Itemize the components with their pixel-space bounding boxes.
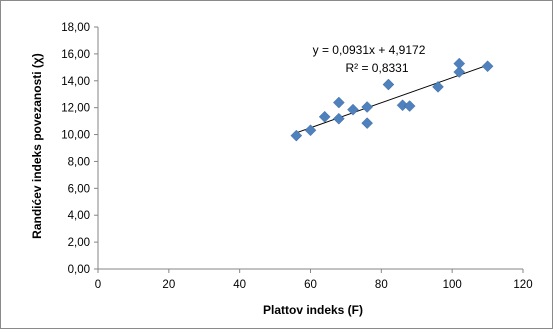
y-tick-label: 16,00 [61, 49, 90, 61]
y-tick-label: 18,00 [61, 22, 90, 34]
y-tick-label: 6,00 [68, 183, 90, 195]
x-tick-label: 40 [233, 279, 246, 291]
x-tick-label: 120 [513, 279, 532, 291]
data-point [332, 96, 345, 109]
data-point [347, 103, 359, 116]
y-tick-label: 8,00 [68, 156, 90, 168]
data-point [403, 100, 416, 112]
y-tick-label: 0,00 [68, 264, 90, 276]
data-point [361, 117, 374, 129]
x-tick-label: 0 [95, 279, 101, 291]
trendline-equation: y = 0,0931x + 4,9172 [313, 43, 426, 57]
x-tick-label: 100 [443, 279, 462, 291]
x-tick-label: 80 [375, 279, 388, 291]
x-tick-label: 60 [304, 279, 317, 291]
x-axis-title: Plattov indeks (F) [263, 303, 363, 317]
trendline-group [296, 64, 488, 134]
trendline [296, 64, 488, 134]
r-squared-label: R² = 0,8331 [345, 61, 408, 75]
data-point [290, 129, 303, 142]
y-tick-label: 12,00 [61, 103, 90, 115]
y-tick-label: 10,00 [61, 130, 90, 142]
data-point [382, 78, 395, 91]
data-point [361, 101, 374, 113]
data-point [453, 66, 466, 78]
y-tick-label: 14,00 [61, 76, 90, 88]
y-tick-label: 2,00 [68, 237, 90, 249]
data-point [304, 124, 317, 137]
data-point [481, 60, 494, 73]
data-point [318, 110, 331, 123]
tick-labels: 0,00 2,00 4,00 6,00 8,00 10,00 12,00 14,00 16,00… [61, 22, 532, 291]
scatter-chart: 0,00 2,00 4,00 6,00 8,00 10,00 12,00 14,00 16,00… [30, 22, 533, 317]
y-tick-label: 4,00 [68, 210, 90, 222]
axes [94, 26, 524, 273]
data-point [332, 112, 345, 125]
data-point [432, 80, 444, 93]
y-axis-title: Randićev indeks povezanosti (χ) [30, 53, 44, 239]
data-point [453, 57, 466, 70]
x-tick-label: 20 [162, 279, 175, 291]
data-point [396, 99, 409, 112]
data-points [290, 57, 494, 142]
